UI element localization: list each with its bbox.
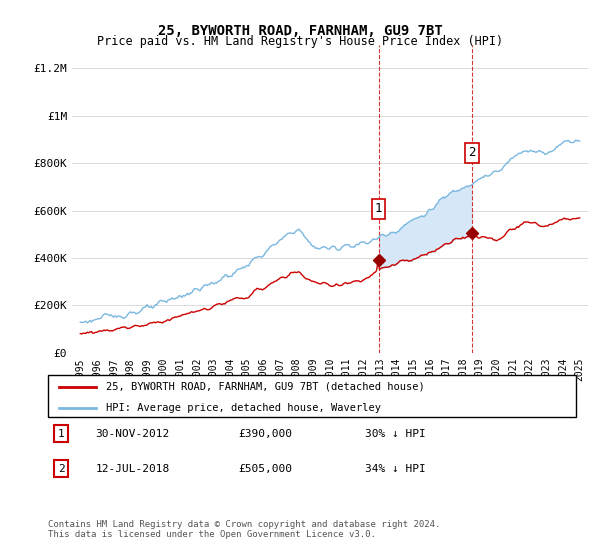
Text: 2: 2 (58, 464, 65, 474)
Text: 30-NOV-2012: 30-NOV-2012 (95, 429, 170, 439)
Text: 34% ↓ HPI: 34% ↓ HPI (365, 464, 425, 474)
FancyBboxPatch shape (48, 375, 576, 417)
Text: 25, BYWORTH ROAD, FARNHAM, GU9 7BT: 25, BYWORTH ROAD, FARNHAM, GU9 7BT (158, 24, 442, 38)
Text: Price paid vs. HM Land Registry's House Price Index (HPI): Price paid vs. HM Land Registry's House … (97, 35, 503, 49)
Text: 2: 2 (469, 147, 476, 160)
Text: £505,000: £505,000 (238, 464, 292, 474)
Text: 25, BYWORTH ROAD, FARNHAM, GU9 7BT (detached house): 25, BYWORTH ROAD, FARNHAM, GU9 7BT (deta… (106, 382, 425, 392)
Text: 1: 1 (375, 202, 382, 216)
Text: Contains HM Land Registry data © Crown copyright and database right 2024.
This d: Contains HM Land Registry data © Crown c… (48, 520, 440, 539)
Text: HPI: Average price, detached house, Waverley: HPI: Average price, detached house, Wave… (106, 403, 381, 413)
Text: 12-JUL-2018: 12-JUL-2018 (95, 464, 170, 474)
Text: 30% ↓ HPI: 30% ↓ HPI (365, 429, 425, 439)
Text: 1: 1 (58, 429, 65, 439)
Text: £390,000: £390,000 (238, 429, 292, 439)
